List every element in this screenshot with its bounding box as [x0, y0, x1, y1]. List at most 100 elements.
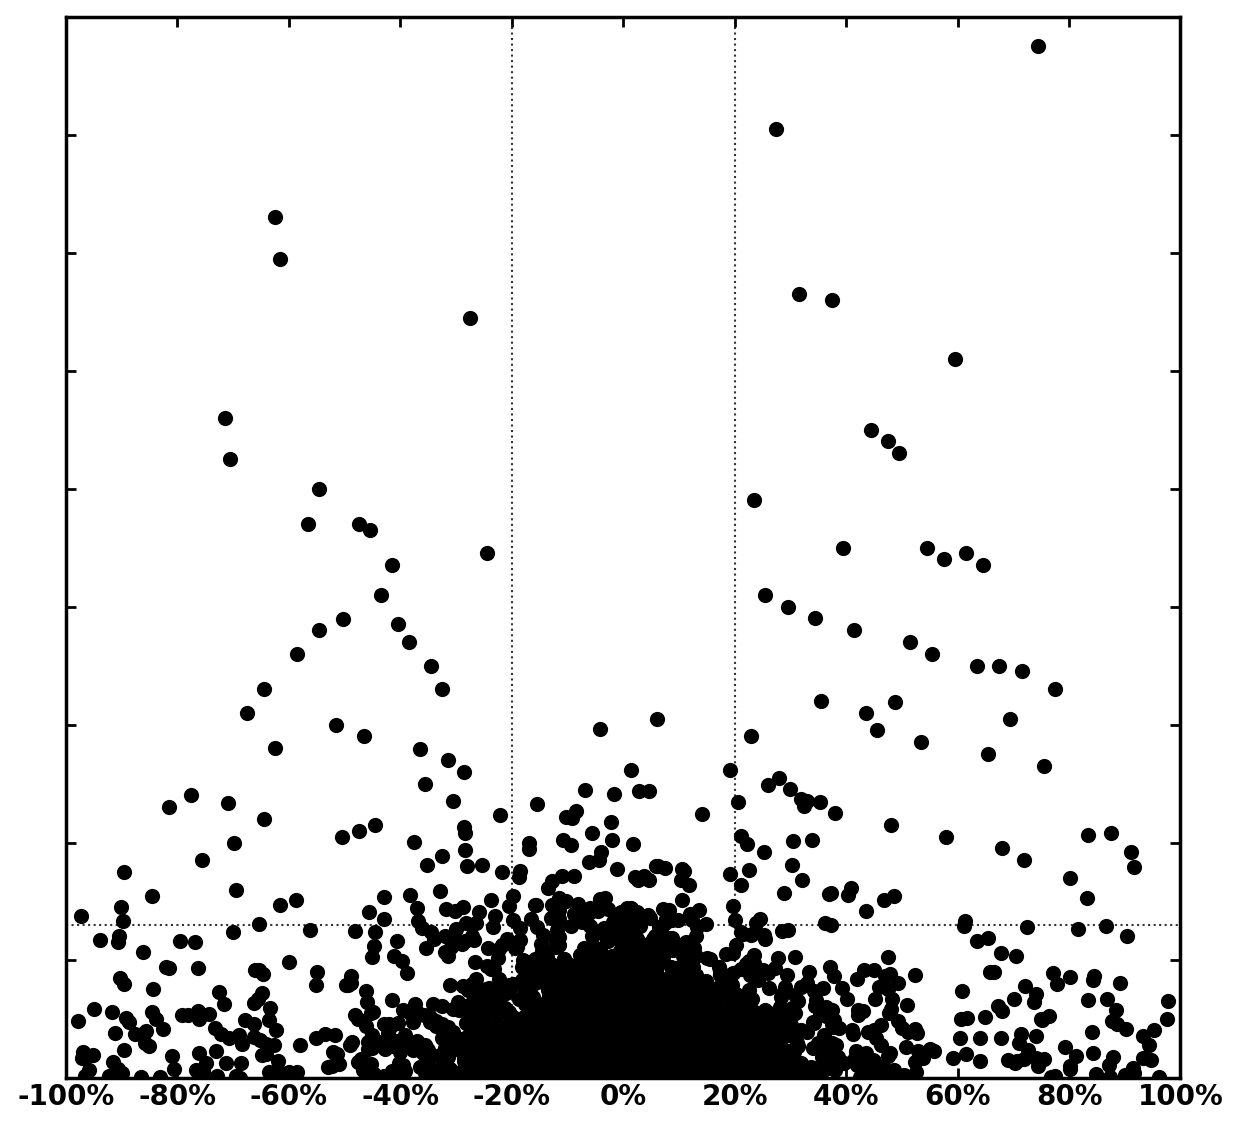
- Point: [551, 1068, 570, 1086]
- Point: [625, 1025, 645, 1043]
- Point: [629, 1068, 649, 1086]
- Point: [515, 1045, 534, 1063]
- Point: [743, 989, 763, 1007]
- Point: [635, 1019, 655, 1037]
- Point: [702, 982, 722, 1001]
- Point: [635, 1040, 655, 1058]
- Point: [492, 985, 512, 1003]
- Point: [585, 1031, 605, 1049]
- Point: [513, 1047, 533, 1065]
- Point: [631, 1059, 651, 1077]
- Point: [603, 1066, 622, 1084]
- Point: [625, 1014, 645, 1032]
- Point: [590, 1057, 610, 1075]
- Point: [588, 902, 608, 920]
- Point: [672, 1061, 692, 1079]
- Point: [600, 1056, 620, 1074]
- Point: [784, 1063, 804, 1081]
- Point: [574, 946, 594, 964]
- Point: [563, 1055, 583, 1073]
- Point: [583, 1040, 603, 1058]
- Point: [622, 1043, 642, 1061]
- Point: [698, 1051, 718, 1069]
- Point: [730, 923, 750, 941]
- Point: [461, 1060, 481, 1078]
- Point: [641, 1060, 661, 1078]
- Point: [594, 1029, 614, 1047]
- Point: [603, 1063, 622, 1081]
- Point: [618, 917, 637, 935]
- Point: [495, 999, 515, 1017]
- Point: [552, 1058, 572, 1076]
- Point: [611, 1045, 631, 1063]
- Point: [605, 1042, 625, 1060]
- Point: [670, 1058, 689, 1076]
- Point: [1001, 710, 1021, 728]
- Point: [694, 1063, 714, 1081]
- Point: [567, 1052, 587, 1070]
- Point: [533, 1061, 553, 1079]
- Point: [562, 1043, 582, 1061]
- Point: [660, 1057, 680, 1075]
- Point: [582, 1060, 601, 1078]
- Point: [689, 1058, 709, 1076]
- Point: [340, 1037, 360, 1055]
- Point: [603, 1043, 622, 1061]
- Point: [591, 1012, 611, 1030]
- Point: [636, 1056, 656, 1074]
- Point: [663, 1021, 683, 1039]
- Point: [641, 1063, 661, 1081]
- Point: [644, 1014, 663, 1032]
- Point: [603, 1057, 622, 1075]
- Point: [614, 1051, 634, 1069]
- Point: [587, 1042, 606, 1060]
- Point: [630, 1055, 650, 1073]
- Point: [681, 1007, 701, 1025]
- Point: [563, 1017, 583, 1036]
- Point: [672, 1067, 692, 1085]
- Point: [630, 1068, 650, 1086]
- Point: [627, 1055, 647, 1073]
- Point: [587, 1049, 606, 1067]
- Point: [605, 976, 625, 994]
- Point: [603, 914, 622, 932]
- Point: [680, 1069, 699, 1087]
- Point: [701, 1060, 720, 1078]
- Point: [630, 993, 650, 1011]
- Point: [675, 1056, 694, 1074]
- Point: [644, 1045, 663, 1063]
- Point: [688, 1047, 708, 1065]
- Point: [480, 1054, 500, 1072]
- Point: [596, 1059, 616, 1077]
- Point: [595, 1066, 615, 1084]
- Point: [642, 1061, 662, 1079]
- Point: [494, 1003, 513, 1021]
- Point: [639, 1060, 658, 1078]
- Point: [557, 1019, 577, 1037]
- Point: [495, 1065, 515, 1083]
- Point: [598, 1023, 618, 1041]
- Point: [613, 1048, 632, 1066]
- Point: [634, 970, 653, 988]
- Point: [655, 981, 675, 999]
- Point: [589, 1005, 609, 1023]
- Point: [569, 1047, 589, 1065]
- Point: [746, 1056, 766, 1074]
- Point: [683, 1054, 703, 1072]
- Point: [608, 1041, 627, 1059]
- Point: [547, 1043, 567, 1061]
- Point: [608, 1058, 627, 1076]
- Point: [557, 1059, 577, 1077]
- Point: [613, 1049, 632, 1067]
- Point: [634, 1060, 653, 1078]
- Point: [560, 1056, 580, 1074]
- Point: [578, 1042, 598, 1060]
- Point: [645, 1041, 665, 1059]
- Point: [527, 972, 547, 990]
- Point: [544, 1059, 564, 1077]
- Point: [841, 879, 861, 897]
- Point: [548, 1016, 568, 1034]
- Point: [746, 1068, 766, 1086]
- Point: [1004, 990, 1024, 1008]
- Point: [620, 1037, 640, 1055]
